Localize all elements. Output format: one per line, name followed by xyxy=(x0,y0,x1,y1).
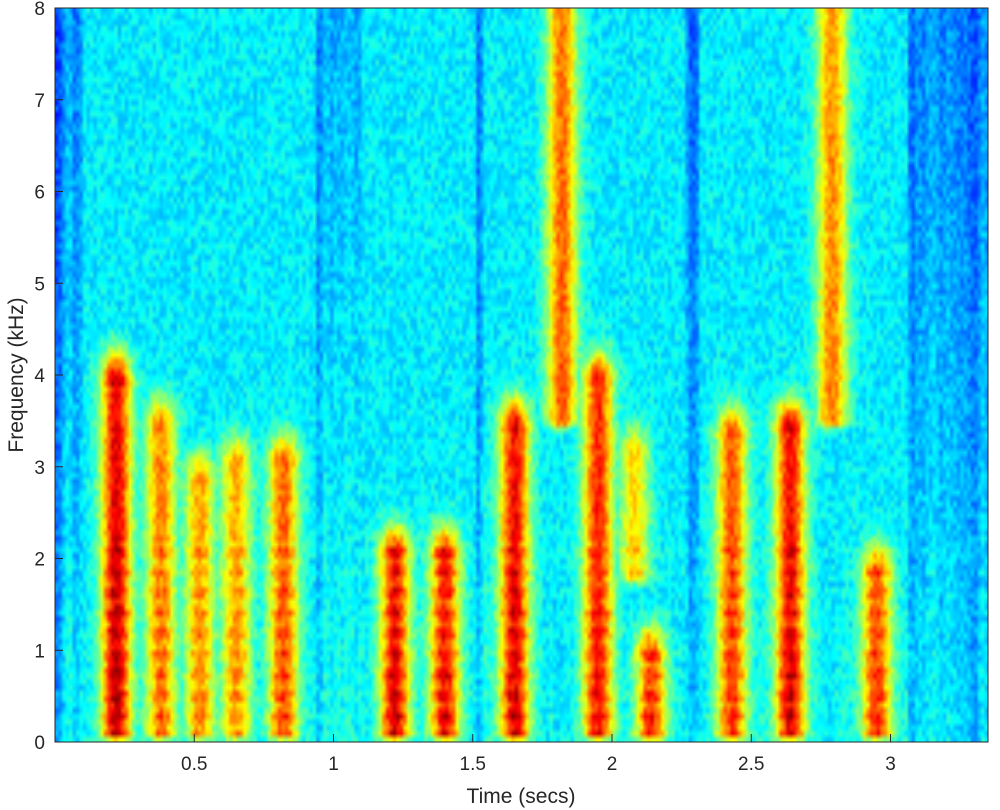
x-tick-label: 1 xyxy=(328,754,339,775)
y-axis-label: Frequency (kHz) xyxy=(5,297,28,452)
y-axis: 0 1 2 3 4 5 6 7 8 xyxy=(34,0,63,754)
x-tick-label: 0.5 xyxy=(181,754,207,775)
spectrogram-heatmap xyxy=(55,8,988,742)
x-tick-label: 2 xyxy=(607,754,618,775)
y-tick-label: 8 xyxy=(34,0,45,20)
x-tick-label: 1.5 xyxy=(460,754,486,775)
y-tick-label: 2 xyxy=(34,550,45,571)
spectrogram-plot-area xyxy=(55,8,988,742)
x-axis-label: Time (secs) xyxy=(467,785,576,808)
y-tick-label: 7 xyxy=(34,91,45,112)
y-tick-label: 6 xyxy=(34,183,45,204)
y-tick-label: 3 xyxy=(34,458,45,479)
x-axis: 0.5 1 1.5 2 2.5 3 xyxy=(181,734,896,775)
y-tick-label: 1 xyxy=(34,641,45,662)
y-tick-label: 4 xyxy=(34,366,45,387)
y-tick-label: 0 xyxy=(34,733,45,754)
y-tick-label: 5 xyxy=(34,274,45,295)
x-tick-label: 2.5 xyxy=(738,754,764,775)
x-tick-label: 3 xyxy=(885,754,896,775)
